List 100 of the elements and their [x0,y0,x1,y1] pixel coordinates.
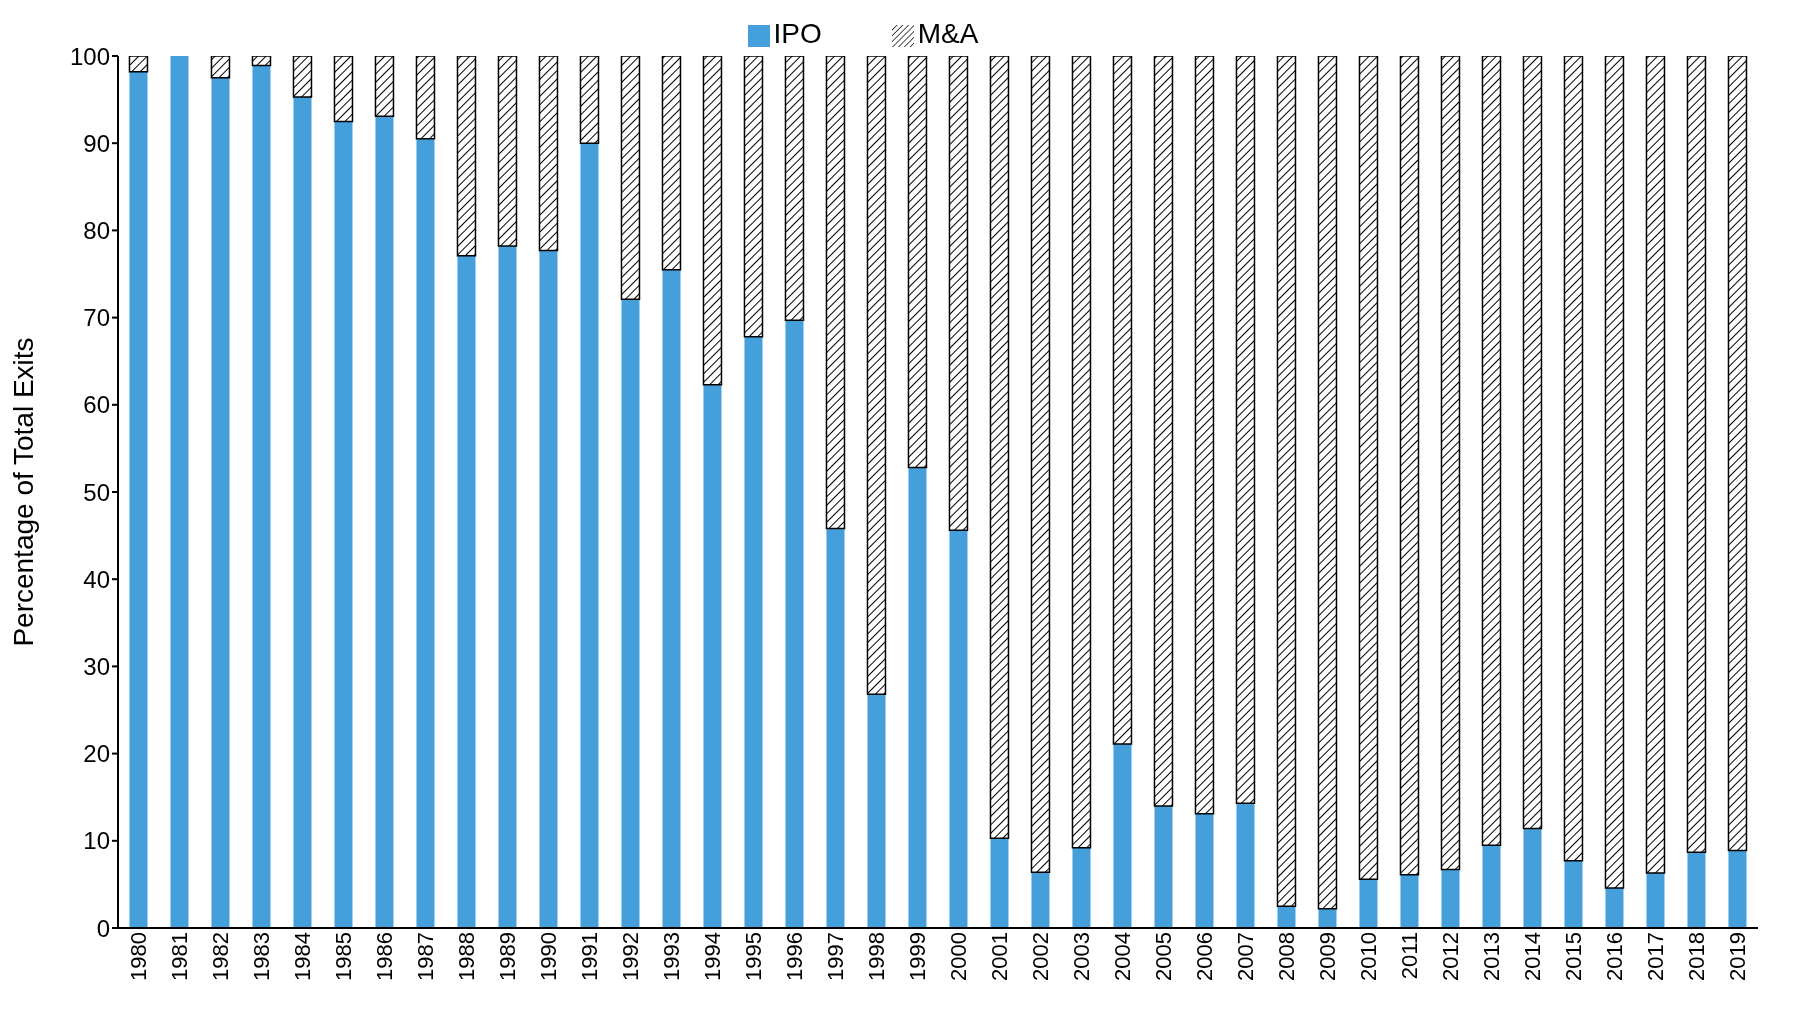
bar [1687,852,1706,928]
x-tick-label: 1980 [126,932,152,981]
bar [292,56,313,98]
bar [867,694,886,928]
x-tick-label: 1988 [454,932,480,981]
bar [211,77,230,928]
bar [1113,744,1132,928]
bar [1481,56,1502,846]
bar [1605,887,1624,928]
y-axis-title: Percentage of Total Exits [7,337,39,647]
x-tick-label: 1992 [618,932,644,981]
y-tick-label: 10 [83,827,110,855]
bar [784,56,805,321]
x-tick-label: 2019 [1725,932,1751,981]
y-tick-label: 70 [83,304,110,332]
x-tick-label: 2001 [987,932,1013,981]
x-tick-label: 1991 [577,932,603,981]
bar [620,56,641,301]
x-tick-label: 2014 [1520,932,1546,981]
x-tick-label: 1982 [208,932,234,981]
bar [1277,906,1296,928]
bar [1235,56,1256,805]
bar [1686,56,1707,853]
bar [1604,56,1625,889]
x-tick-label: 2007 [1233,932,1259,981]
x-tick-label: 1997 [823,932,849,981]
bar [1195,813,1214,928]
bar [334,121,353,928]
bar [1399,56,1420,876]
bar [538,56,559,252]
x-tick-label: 2003 [1069,932,1095,981]
bar [128,56,149,73]
bar [251,56,272,67]
bar [990,838,1009,928]
bar [743,56,764,338]
x-tick-label: 1981 [167,932,193,981]
bar [580,143,599,928]
bar [129,71,148,928]
y-tick-label: 90 [83,129,110,157]
y-tick-label: 20 [83,740,110,768]
bar [661,56,682,271]
bar [949,530,968,928]
bar [1236,803,1255,928]
bar [621,299,640,928]
x-tick-label: 1999 [905,932,931,981]
bar [375,116,394,928]
x-tick-label: 2004 [1110,932,1136,981]
x-tick-label: 1985 [331,932,357,981]
bar [1317,56,1338,910]
bar [1031,872,1050,928]
bar [1358,56,1379,880]
y-tick-label: 40 [83,565,110,593]
bar [1071,56,1092,849]
bar [1564,860,1583,928]
bar [866,56,887,696]
x-tick-label: 2000 [946,932,972,981]
x-tick-label: 2016 [1602,932,1628,981]
bar [744,336,763,928]
x-tick-label: 1986 [372,932,398,981]
y-tick-label: 50 [83,478,110,506]
bar [1646,873,1665,928]
x-tick-label: 1995 [741,932,767,981]
y-tick-label: 100 [69,42,110,70]
bar [1728,850,1747,928]
bar [170,56,189,928]
bar [989,56,1010,839]
bar [1359,879,1378,928]
bar [333,56,354,123]
x-tick-label: 2011 [1397,932,1423,980]
x-tick-label: 2013 [1479,932,1505,981]
x-tick-label: 2012 [1438,932,1464,981]
bar [498,246,517,928]
legend-label: IPO [773,18,822,49]
bar [456,56,477,257]
bar [703,384,722,928]
bar [252,65,271,928]
bar [948,56,969,532]
x-tick-label: 1987 [413,932,439,981]
y-tick-label: 60 [83,391,110,419]
bar [826,528,845,928]
x-tick-label: 1998 [864,932,890,981]
x-tick-label: 1993 [659,932,685,981]
x-tick-label: 2008 [1274,932,1300,981]
bar [374,56,395,117]
x-tick-label: 2018 [1684,932,1710,981]
bar [1727,56,1748,852]
bar [785,320,804,928]
bar [662,269,681,928]
y-tick-label: 0 [96,914,110,942]
x-tick-label: 1996 [782,932,808,981]
bar [1523,828,1542,928]
bar [1276,56,1297,907]
legend-label: M&A [917,18,979,49]
bar [1522,56,1543,830]
bar [1030,56,1051,873]
bar [210,56,231,79]
x-tick-label: 1994 [700,932,726,981]
bar [907,56,928,469]
bar [579,56,600,144]
x-tick-label: 2009 [1315,932,1341,981]
